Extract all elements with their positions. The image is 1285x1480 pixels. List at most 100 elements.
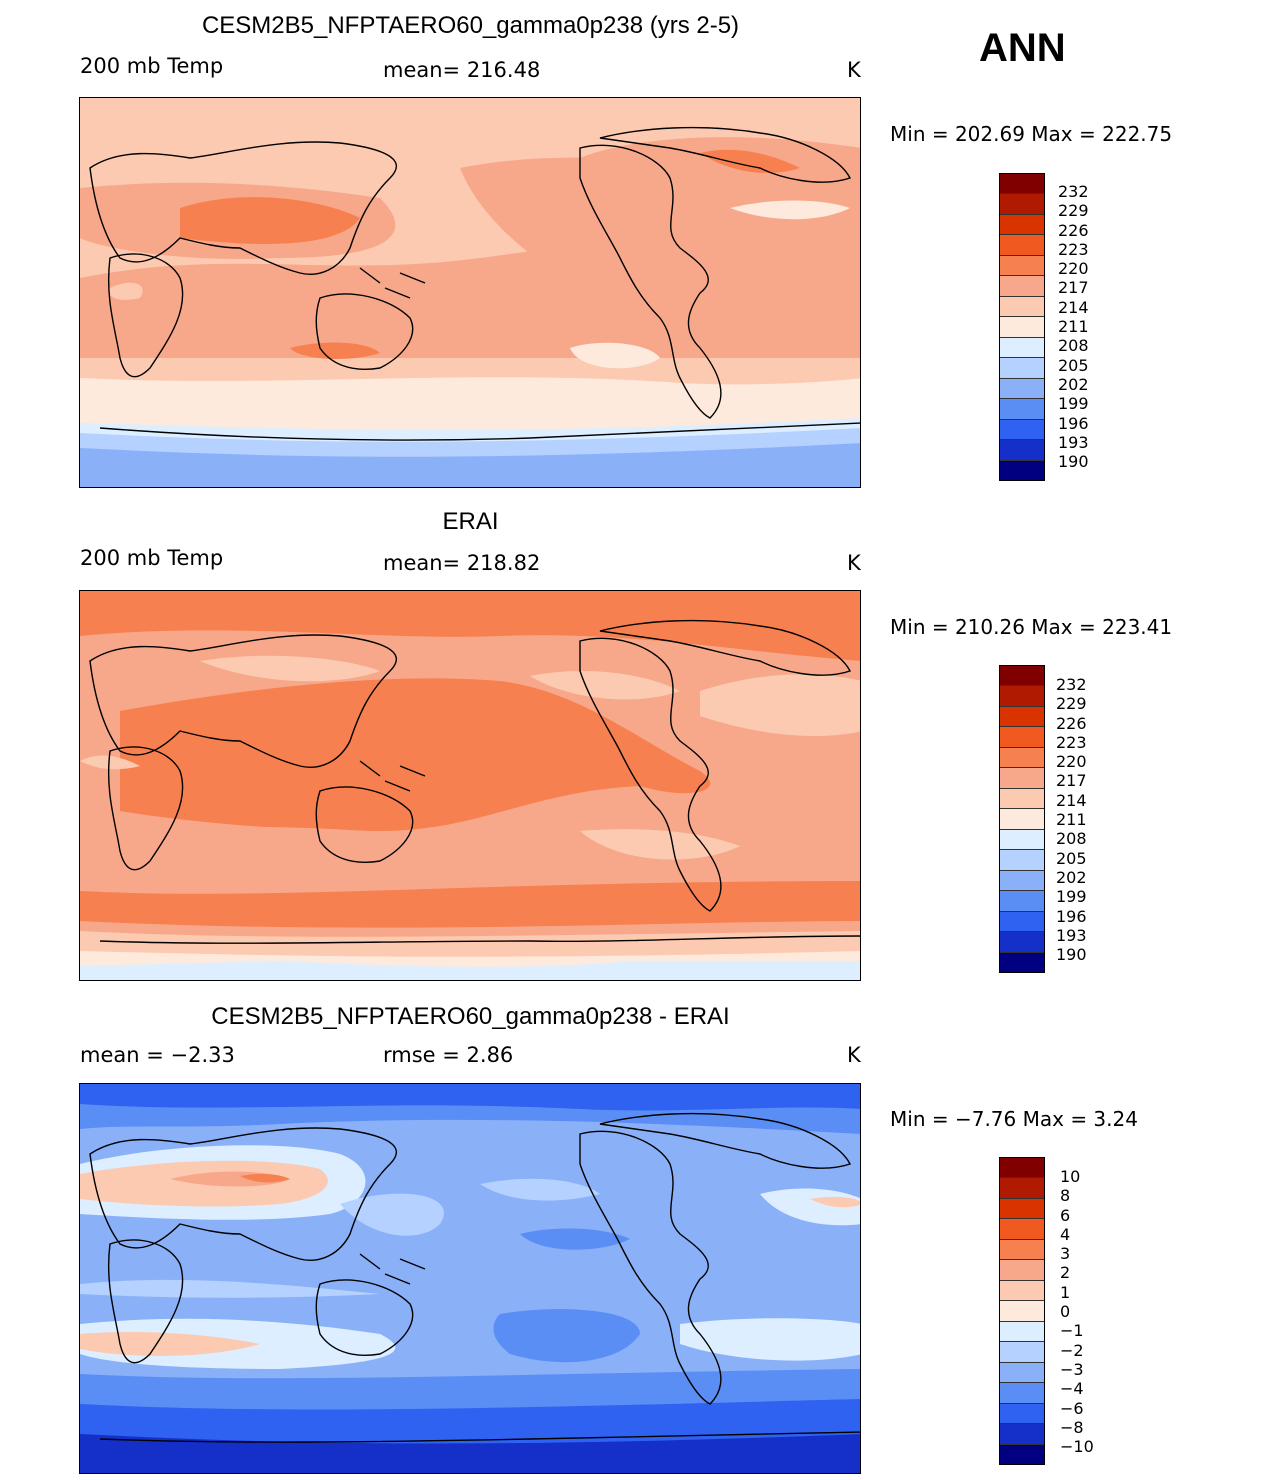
colorbar-tick-label: −6 bbox=[1060, 1398, 1084, 1418]
colorbar-swatch bbox=[1000, 746, 1044, 768]
panel1-title: CESM2B5_NFPTAERO60_gamma0p238 (yrs 2-5) bbox=[201, 12, 740, 39]
panel2-mean-label: mean= 218.82 bbox=[383, 551, 541, 575]
panel1-colorbar bbox=[999, 173, 1045, 481]
colorbar-tick-label: 202 bbox=[1058, 374, 1089, 394]
panel3-colorbar-labels: 10 8 6 4 3 2 1 0 −1 −2 −3 −4 −6 −8 −10 bbox=[1060, 1167, 1094, 1456]
colorbar-tick-label: 211 bbox=[1058, 317, 1089, 337]
colorbar-tick-label: 196 bbox=[1056, 906, 1087, 926]
colorbar-swatch bbox=[1000, 869, 1044, 891]
colorbar-tick-label: 4 bbox=[1060, 1224, 1071, 1244]
colorbar-swatch bbox=[1000, 1341, 1044, 1362]
colorbar-tick-label: 3 bbox=[1060, 1244, 1071, 1264]
colorbar-tick-label: 193 bbox=[1058, 432, 1089, 452]
colorbar-tick-label: 6 bbox=[1060, 1205, 1071, 1225]
panel1-colorbar-labels: 232 229 226 223 220 217 214 211 208 205 202 199 196 1… bbox=[1058, 182, 1089, 471]
panel2-minmax: Min = 210.26 Max = 223.41 bbox=[890, 615, 1173, 639]
colorbar-swatch bbox=[1000, 1320, 1044, 1342]
colorbar-swatch bbox=[1000, 459, 1044, 481]
colorbar-tick-label: 196 bbox=[1058, 413, 1089, 433]
colorbar-swatch bbox=[1000, 1402, 1044, 1424]
colorbar-tick-label: 229 bbox=[1056, 694, 1087, 714]
colorbar-swatch bbox=[1000, 316, 1044, 337]
panel2-colorbar-labels: 232 229 226 223 220 217 214 211 208 205 202 199 196 1… bbox=[1056, 675, 1087, 964]
colorbar-swatch bbox=[1000, 849, 1044, 870]
colorbar-swatch bbox=[1000, 418, 1044, 440]
panel1-map bbox=[79, 97, 861, 488]
colorbar-tick-label: 229 bbox=[1058, 201, 1089, 221]
colorbar-swatch bbox=[1000, 213, 1044, 235]
colorbar-swatch bbox=[1000, 890, 1044, 911]
colorbar-tick-label: 208 bbox=[1056, 829, 1087, 849]
colorbar-tick-label: −3 bbox=[1060, 1359, 1084, 1379]
colorbar-tick-label: 0 bbox=[1060, 1302, 1071, 1322]
colorbar-tick-label: 226 bbox=[1058, 220, 1089, 240]
colorbar-tick-label: 214 bbox=[1058, 297, 1089, 317]
colorbar-tick-label: 211 bbox=[1056, 810, 1087, 830]
colorbar-tick-label: −1 bbox=[1060, 1321, 1084, 1341]
panel2-units: K bbox=[847, 551, 861, 575]
colorbar-tick-label: 205 bbox=[1058, 355, 1089, 375]
colorbar-tick-label: 217 bbox=[1056, 771, 1087, 791]
colorbar-tick-label: 199 bbox=[1058, 394, 1089, 414]
panel3-rmse-label: rmse = 2.86 bbox=[383, 1043, 514, 1067]
panel2-map bbox=[79, 590, 861, 981]
colorbar-tick-label: 2 bbox=[1060, 1263, 1071, 1283]
panel1-minmax: Min = 202.69 Max = 222.75 bbox=[890, 122, 1173, 146]
colorbar-swatch bbox=[1000, 336, 1044, 358]
panel3-mean-label: mean = −2.33 bbox=[80, 1043, 235, 1067]
colorbar-swatch bbox=[1000, 1197, 1044, 1219]
colorbar-swatch bbox=[1000, 1259, 1044, 1280]
colorbar-tick-label: 10 bbox=[1060, 1167, 1081, 1186]
colorbar-tick-label: 199 bbox=[1056, 887, 1087, 907]
colorbar-swatch bbox=[1000, 1300, 1044, 1321]
colorbar-tick-label: 193 bbox=[1056, 925, 1087, 945]
colorbar-tick-label: 217 bbox=[1058, 278, 1089, 298]
panel2-title: ERAI bbox=[442, 508, 499, 535]
colorbar-tick-label: −2 bbox=[1060, 1340, 1084, 1360]
colorbar-swatch bbox=[1000, 193, 1044, 214]
panel3-minmax: Min = −7.76 Max = 3.24 bbox=[890, 1107, 1138, 1131]
colorbar-tick-label: 190 bbox=[1056, 945, 1087, 965]
panel2-colorbar bbox=[999, 665, 1045, 973]
colorbar-swatch bbox=[1000, 910, 1044, 932]
colorbar-swatch bbox=[1000, 357, 1044, 378]
colorbar-tick-label: 214 bbox=[1056, 790, 1087, 810]
panel3-colorbar bbox=[999, 1157, 1045, 1465]
colorbar-swatch bbox=[1000, 1361, 1044, 1383]
colorbar-tick-label: 223 bbox=[1058, 239, 1089, 259]
colorbar-swatch bbox=[1000, 295, 1044, 317]
panel3-map bbox=[79, 1083, 861, 1474]
colorbar-tick-label: 220 bbox=[1056, 752, 1087, 772]
colorbar-swatch bbox=[1000, 398, 1044, 419]
colorbar-tick-label: −10 bbox=[1060, 1437, 1094, 1457]
colorbar-tick-label: −8 bbox=[1060, 1417, 1084, 1437]
panel2-variable-label: 200 mb Temp bbox=[80, 546, 224, 570]
colorbar-tick-label: 226 bbox=[1056, 713, 1087, 733]
colorbar-swatch bbox=[1000, 1218, 1044, 1239]
colorbar-swatch bbox=[1000, 767, 1044, 788]
colorbar-tick-label: 232 bbox=[1056, 675, 1087, 694]
panel1-mean-label: mean= 216.48 bbox=[383, 58, 541, 82]
colorbar-swatch bbox=[1000, 705, 1044, 727]
colorbar-swatch bbox=[1000, 951, 1044, 973]
panel3-title: CESM2B5_NFPTAERO60_gamma0p238 - ERAI bbox=[211, 1003, 730, 1030]
colorbar-swatch bbox=[1000, 174, 1044, 194]
colorbar-swatch bbox=[1000, 275, 1044, 296]
colorbar-tick-label: 202 bbox=[1056, 867, 1087, 887]
colorbar-swatch bbox=[1000, 931, 1044, 952]
colorbar-swatch bbox=[1000, 1158, 1044, 1178]
colorbar-swatch bbox=[1000, 254, 1044, 276]
colorbar-swatch bbox=[1000, 1279, 1044, 1301]
colorbar-tick-label: −4 bbox=[1060, 1379, 1084, 1399]
colorbar-swatch bbox=[1000, 828, 1044, 850]
colorbar-swatch bbox=[1000, 726, 1044, 747]
colorbar-tick-label: 208 bbox=[1058, 336, 1089, 356]
colorbar-tick-label: 8 bbox=[1060, 1186, 1071, 1206]
colorbar-tick-label: 205 bbox=[1056, 848, 1087, 868]
colorbar-swatch bbox=[1000, 234, 1044, 255]
colorbar-tick-label: 220 bbox=[1058, 259, 1089, 279]
colorbar-swatch bbox=[1000, 1177, 1044, 1198]
panel1-units: K bbox=[847, 58, 861, 82]
colorbar-swatch bbox=[1000, 1238, 1044, 1260]
colorbar-swatch bbox=[1000, 1423, 1044, 1444]
